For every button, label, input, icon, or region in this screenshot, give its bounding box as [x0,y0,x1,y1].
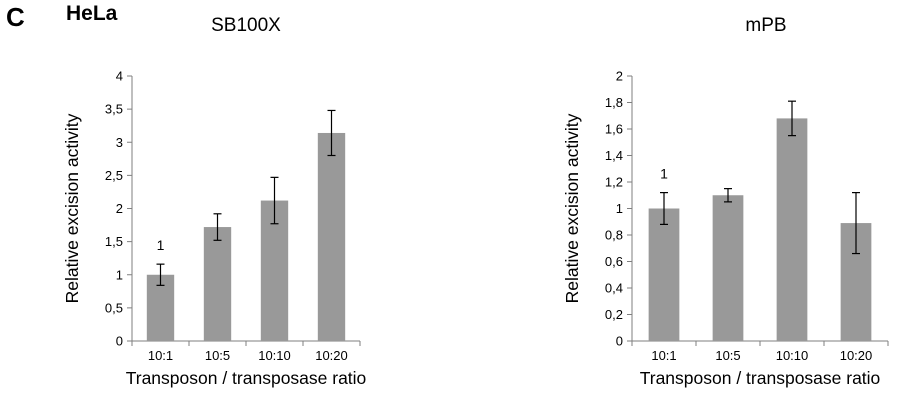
y-tick-label: 0 [116,334,123,349]
y-axis-label: Relative excision activity [562,113,582,303]
y-tick-label: 1,2 [605,175,623,190]
bar [317,132,346,341]
y-axis-label: Relative excision activity [62,113,82,303]
y-tick-label: 2,5 [105,168,123,183]
x-tick-label: 10:20 [315,348,348,363]
data-label: 1 [660,166,668,182]
x-tick-label: 10:1 [148,348,173,363]
x-tick-label: 10:20 [840,348,873,363]
bar [776,118,808,342]
y-tick-label: 1,4 [605,148,623,163]
panel-letter: C [6,2,25,32]
y-tick-label: 1 [116,267,123,282]
y-tick-label: 2 [116,201,123,216]
chart-mpb: mPB 0 0,2 0,4 0,6 0,8 1 1,2 1,4 1,6 1,8 2 1 10:1 10:5 1… [562,15,889,388]
y-tick-label: 3,5 [105,102,123,117]
chart-title: mPB [745,15,786,36]
y-tick-label: 1 [616,201,623,216]
y-tick-label: 0,5 [105,300,123,315]
cell-line-label: HeLa [66,2,118,25]
x-tick-label: 10:1 [651,348,676,363]
chart-mpb-marks: mPB 0 0,2 0,4 0,6 0,8 1 1,2 1,4 1,6 1,8 2 1 10:1 10:5 1… [562,15,889,388]
y-tick-label: 4 [116,69,123,84]
y-tick-label: 0,8 [605,228,623,243]
bar [648,208,680,341]
x-tick-label: 10:10 [258,348,291,363]
x-axis-label: Transposon / transposase ratio [126,368,367,388]
y-tick-label: 1,8 [605,95,623,110]
chart-sb100x-marks: SB100X 0 0,5 1 1,5 2 2,5 3 3,5 4 1 10:1 10:5 10:10 10:… [62,15,366,388]
y-tick-label: 0,4 [605,281,623,296]
chart-title: SB100X [211,15,281,36]
y-tick-label: 1,6 [605,122,623,137]
bar [712,195,744,341]
data-label: 1 [157,237,165,253]
bar [203,227,232,341]
y-tick-label: 3 [116,135,123,150]
chart-sb100x: SB100X 0 0,5 1 1,5 2 2,5 3 3,5 4 1 10:1 10:5 10:10 10:… [62,15,366,388]
y-tick-label: 0,2 [605,307,623,322]
y-tick-label: 2 [616,69,623,84]
y-tick-label: 1,5 [105,234,123,249]
x-tick-label: 10:5 [715,348,740,363]
y-tick-label: 0 [616,334,623,349]
x-tick-label: 10:5 [205,348,230,363]
y-tick-label: 0,6 [605,254,623,269]
x-axis-label: Transposon / transposase ratio [640,368,881,388]
x-tick-label: 10:10 [776,348,809,363]
